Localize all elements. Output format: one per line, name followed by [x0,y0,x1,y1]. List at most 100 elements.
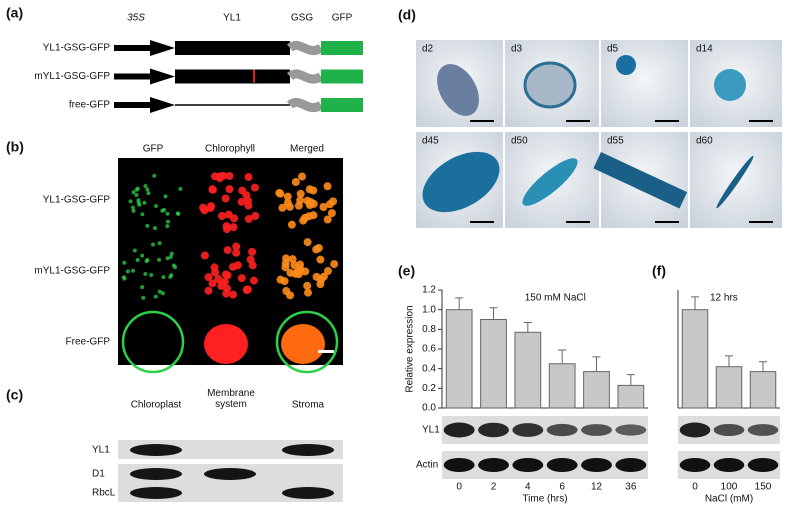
chloroplast [244,173,253,182]
chloroplast [301,267,310,276]
chart-title: 12 hrs [710,293,738,304]
panel-label: (b) [6,139,24,155]
blot-band [478,458,509,472]
row-label: YL1-GSG-GFP [43,195,111,206]
chloroplast [128,199,133,204]
chloroplast [250,183,259,192]
chloroplast [199,203,208,212]
cotyledon [616,55,636,75]
chloroplast [208,185,217,194]
chloroplast [149,273,154,278]
x-axis-label: Time (hrs) [522,494,567,505]
chloroplast [217,282,226,291]
chloroplast [221,270,230,279]
gfp-box [321,98,363,112]
chloroplast [121,275,126,280]
blot-band [512,423,544,437]
promoter-arrow-head [150,40,175,56]
blot-band [130,468,182,480]
blot-band [282,444,334,456]
chloroplast [132,248,137,253]
chloroplast [285,202,294,211]
chloroplast [207,202,216,211]
panel-label: (a) [6,5,23,21]
chloroplast [300,213,309,222]
chloroplast [275,188,284,197]
linker-wave [286,97,324,113]
chloroplast [294,201,303,210]
chloroplast [323,182,332,191]
chloroplast [330,260,339,269]
y-tick-label: 1.2 [422,285,436,296]
chloroplast [238,186,247,195]
chloroplast [125,269,130,274]
chloroplast [219,171,228,180]
row-label: RbcL [92,488,116,499]
y-tick-label: 0.6 [422,344,436,355]
y-tick-label: 0.0 [422,403,436,414]
chloroplast [140,285,145,290]
chloroplast [141,295,146,300]
x-tick-label: 6 [559,482,565,493]
gfp-box [321,69,363,84]
chloroplast [305,185,314,194]
chloroplast [296,260,305,269]
column-label: Stroma [292,400,325,411]
gfp-box [321,41,363,55]
y-axis-label: Relative expression [405,305,416,392]
blot-strip [442,416,648,444]
chloroplast [230,214,239,223]
column-label: Chlorophyll [205,144,255,155]
chloroplast [160,291,165,296]
promoter-label: 35S [127,13,145,24]
row-label: YL1 [92,445,110,456]
chloroplast [143,272,148,277]
chloroplast [278,203,287,212]
seed [437,64,479,116]
chloroplast [304,288,313,297]
chloroplast-cluster [281,324,325,364]
bar [681,309,709,409]
error-bar [455,297,464,310]
chloroplast [237,197,246,206]
chloroplast [229,290,238,299]
panel-label: (f) [652,263,666,279]
promoter-arrow-head [150,97,175,113]
column-label: Membrane system [207,388,255,410]
construct-diagrams: YL1-GSG-GFP mYL1-GSG-GFP free-GFP [34,40,363,113]
chloroplast [204,273,213,282]
chloroplast [208,279,217,288]
chloroplast [153,294,158,299]
gene-box [175,41,290,55]
blot-band [747,424,779,436]
chloroplast [319,203,328,212]
blot-band [546,458,578,472]
stage-label: d2 [422,44,434,55]
chloroplast [248,247,257,256]
error-bar [691,296,699,310]
chloroplast [303,238,312,247]
y-tick-label: 0.8 [422,324,436,335]
stage-label: d14 [696,44,713,55]
chloroplast [168,254,173,259]
chloroplast [145,187,150,192]
construct-name: YL1-GSG-GFP [43,43,111,54]
cell-outline [275,310,339,374]
blot-band [546,423,578,437]
chloroplast [281,263,290,272]
bar [715,366,743,409]
blot-label: YL1 [422,425,440,436]
x-tick-label: 100 [721,482,738,493]
flower [522,158,578,206]
blot-band [130,444,182,456]
linker-wave [286,40,324,56]
error-bar [592,356,601,372]
chloroplast [151,242,156,247]
tag-label: GFP [332,13,353,24]
chloroplast [131,208,136,213]
chloroplast [325,200,334,209]
x-tick-label: 2 [491,482,497,493]
chloroplast [136,200,141,205]
chloroplast [249,276,258,285]
chloroplast [152,173,157,178]
